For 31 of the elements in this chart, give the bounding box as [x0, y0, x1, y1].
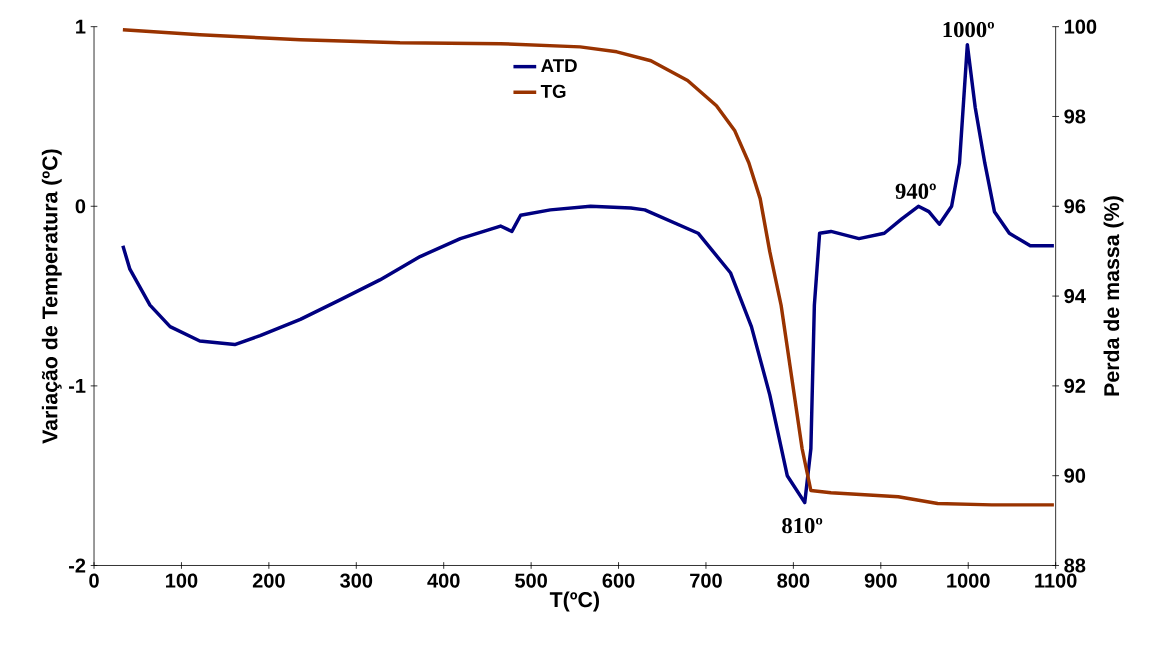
y-tick-label: 1 [76, 20, 86, 34]
x-tick-label: 200 [252, 573, 285, 588]
x-tick-label: 0 [89, 573, 99, 588]
legend-label: ATD [541, 59, 577, 73]
y-axis-title: Variação de Temperatura (ºC) [41, 149, 62, 444]
x-tick-label: 300 [340, 573, 373, 588]
legend-label: TG [540, 84, 566, 99]
x-tick-label: 800 [777, 573, 810, 588]
annotation: 810º [782, 518, 823, 534]
y2-tick-label: 88 [1064, 558, 1086, 573]
y2-tick-label: 92 [1064, 379, 1086, 394]
y-tick-label: 0 [75, 199, 86, 214]
y2-axis-title: Perda de massa (%) [1103, 196, 1124, 396]
y2-tick-label: 90 [1064, 468, 1086, 483]
x-tick-label: 400 [427, 573, 460, 588]
y-tick-label: -1 [68, 379, 86, 393]
x-tick-label: 100 [166, 573, 198, 588]
x-tick-label: 500 [515, 573, 547, 588]
x-tick-label: 1100 [1035, 573, 1077, 588]
x-tick-label: 600 [602, 573, 635, 588]
x-tick-label: 1000 [947, 573, 990, 588]
x-tick-label: 700 [690, 573, 722, 588]
annotation: 940º [895, 183, 936, 200]
y2-tick-label: 100 [1064, 19, 1097, 34]
annotation: 1000º [943, 22, 994, 38]
x-axis-title: T(ºC) [549, 591, 599, 612]
y2-tick-label: 96 [1064, 199, 1086, 214]
y2-tick-label: 94 [1064, 289, 1086, 304]
x-tick-label: 900 [864, 573, 897, 588]
y2-tick-label: 98 [1064, 109, 1086, 124]
y-tick-label: -2 [68, 558, 86, 573]
